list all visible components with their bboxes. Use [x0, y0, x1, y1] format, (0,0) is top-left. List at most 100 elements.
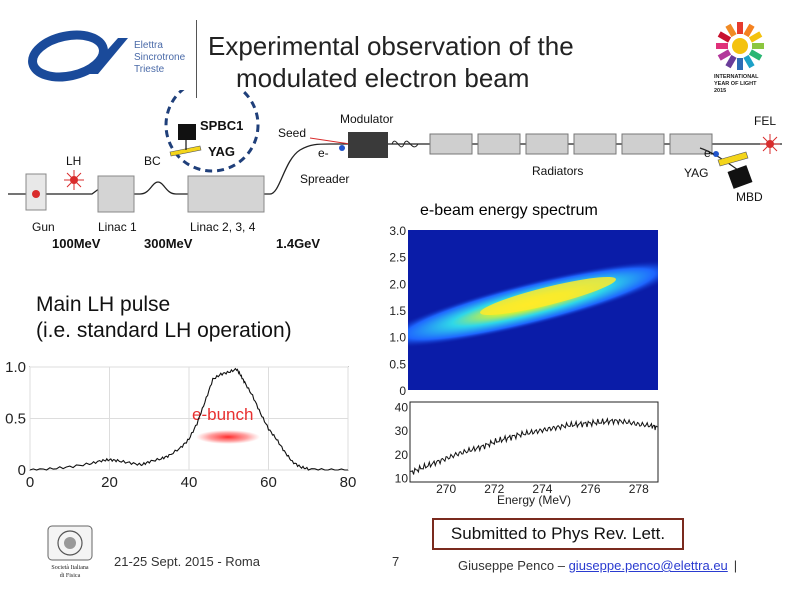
dump-electron-dot [713, 151, 719, 157]
elettra-logo: Elettra Sincrotrone Trieste [28, 30, 186, 82]
energy-100mev: 100MeV [52, 236, 101, 251]
lh-xtick-0: 0 [26, 474, 34, 491]
footer-page-number: 7 [392, 554, 400, 569]
heat-ytick-0: 0 [399, 384, 406, 398]
main-lh-text: Main LH pulse (i.e. standard LH operatio… [36, 292, 292, 344]
radiator-3 [525, 133, 569, 155]
bc-label: BC [144, 154, 161, 168]
gun-laser-spot [32, 190, 40, 198]
lh-gridlines [29, 366, 349, 471]
radiator-1 [429, 133, 473, 155]
lh-profile-chart: 0 20 40 60 80 0 0.5 1.0 e-bunch [5, 359, 356, 491]
logo-divider [196, 20, 197, 98]
e-minus-right-label: e- [704, 146, 715, 160]
gun-label: Gun [32, 220, 55, 234]
fel-output-star [760, 134, 780, 154]
radiator-5 [621, 133, 665, 155]
seed-laser-beam [309, 137, 351, 145]
lh-xtick-1: 20 [101, 474, 118, 491]
sif-line2: di Fisica [60, 573, 81, 579]
beamline-diagram [8, 90, 782, 213]
footer-bar: | [733, 558, 738, 573]
dump-line [699, 147, 739, 171]
beam-pipe [8, 143, 782, 195]
heatmap-tick-labels: 0 0.5 1.0 1.5 2.0 2.5 3.0 [389, 224, 406, 398]
e-bunch-label: e-bunch [192, 405, 253, 424]
iyl-logo: INTERNATIONAL YEAR OF LIGHT 2015 [714, 22, 764, 94]
projection-frame [409, 401, 659, 483]
lh-xtick-3: 60 [260, 474, 277, 491]
e-minus-left-label: e- [318, 146, 329, 160]
footer-author: Giuseppe Penco – [458, 558, 569, 573]
projection-xlabel: Energy (MeV) [497, 493, 571, 507]
projection-line [409, 417, 658, 475]
energy-300mev: 300MeV [144, 236, 193, 251]
lh-xtick-2: 40 [181, 474, 198, 491]
proj-xtick-2: 274 [532, 482, 552, 496]
spbc1-label: SPBC1 [200, 118, 244, 133]
linac1-box [97, 175, 135, 213]
proj-ytick-2: 30 [395, 424, 409, 438]
radiator-4 [573, 133, 617, 155]
mbd-yag-screen [717, 151, 749, 167]
energy-1-4gev: 1.4GeV [276, 236, 321, 251]
linac234-box [187, 175, 265, 213]
heatmap-band-core [480, 276, 616, 316]
logo-line3: Trieste [134, 64, 165, 75]
spreader-label: Spreader [300, 172, 350, 186]
e-bunch-blob [196, 430, 260, 444]
iyl-line2: YEAR OF LIGHT [714, 81, 757, 87]
title-line1: Experimental observation of the [208, 31, 574, 61]
main-lh-line1: Main LH pulse [36, 293, 171, 316]
proj-ytick-1: 20 [395, 448, 409, 462]
footer-email-link[interactable]: giuseppe.penco@elettra.eu [568, 558, 728, 573]
logo-line2: Sincrotrone [134, 52, 186, 63]
energy-projection-chart: 270 272 274 276 278 10 20 30 40 Energy (MeV) [395, 401, 659, 507]
footer-author-line: Giuseppe Penco – giuseppe.penco@elettra.… [458, 558, 737, 573]
radiators-label: Radiators [532, 164, 584, 178]
linac234-label: Linac 2, 3, 4 [190, 220, 256, 234]
spbc1-yag-screen [169, 145, 202, 157]
yag-right-label: YAG [684, 166, 709, 180]
yag-left-label: YAG [208, 144, 235, 159]
proj-xtick-0: 270 [436, 482, 456, 496]
main-lh-line2: (i.e. standard LH operation) [36, 319, 292, 342]
submitted-box: Submitted to Phys Rev. Lett. [432, 518, 684, 550]
iyl-line1: INTERNATIONAL [714, 74, 759, 80]
proj-xtick-4: 278 [629, 482, 649, 496]
heat-ytick-2: 1.0 [389, 331, 406, 345]
radiator-2 [477, 133, 521, 155]
spbc1-highlight-circle [164, 90, 260, 173]
proj-ytick-0: 10 [395, 471, 409, 485]
linac1-label: Linac 1 [98, 220, 137, 234]
lh-xtick-4: 80 [340, 474, 357, 491]
spbc1-camera [178, 124, 196, 140]
heat-ytick-3: 1.5 [389, 304, 406, 318]
sif-line1: Società Italiana [51, 565, 88, 571]
projection-tick-labels: 270 272 274 276 278 10 20 30 40 [395, 401, 649, 496]
heat-ytick-4: 2.0 [389, 277, 406, 291]
mbd-label: MBD [736, 190, 763, 204]
heat-ytick-1: 0.5 [389, 357, 406, 371]
heat-ytick-5: 2.5 [389, 251, 406, 265]
lh-profile-line [29, 367, 348, 471]
lh-label: LH [66, 154, 82, 168]
sif-logo: Società Italiana di Fisica [47, 525, 93, 579]
seed-label: Seed [278, 126, 307, 140]
lh-ytick-0: 0 [18, 462, 26, 479]
lh-laser-star [64, 170, 84, 190]
proj-ytick-3: 40 [395, 401, 409, 415]
mbd-camera [727, 165, 753, 189]
seed-electron-dot [339, 145, 345, 151]
proj-xtick-3: 276 [581, 482, 601, 496]
footer-date: 21-25 Sept. 2015 - Roma [114, 554, 260, 569]
modulator-label: Modulator [340, 112, 394, 126]
logo-line1: Elettra [134, 40, 163, 51]
fel-label: FEL [754, 114, 777, 128]
lh-tick-labels: 0 20 40 60 80 0 0.5 1.0 [5, 359, 356, 491]
title-line2: modulated electron beam [236, 63, 530, 93]
proj-xtick-1: 272 [484, 482, 504, 496]
lh-ytick-1: 0.5 [5, 411, 26, 428]
spectrum-title: e-beam energy spectrum [420, 202, 598, 219]
spectrum-heatmap-chart: 0 0.5 1.0 1.5 2.0 2.5 3.0 [389, 224, 658, 398]
